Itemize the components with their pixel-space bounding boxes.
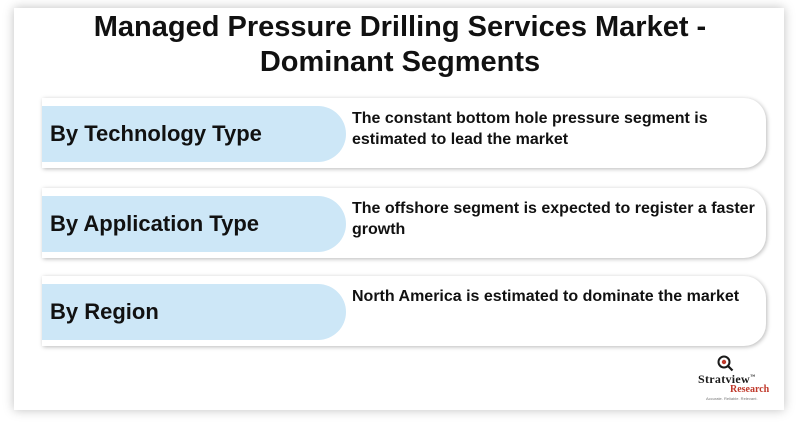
segment-label: By Application Type bbox=[42, 196, 346, 252]
stratview-logo: Stratview™ Research Accurate. Reliable. … bbox=[684, 354, 784, 406]
title-line-2: Dominant Segments bbox=[259, 46, 541, 78]
segment-row-technology: By Technology Type The constant bottom h… bbox=[42, 98, 766, 168]
segment-label: By Region bbox=[42, 284, 346, 340]
title-line-1: Managed Pressure Drilling Services Marke… bbox=[93, 11, 707, 43]
segment-description: The offshore segment is expected to regi… bbox=[352, 200, 755, 238]
segment-description: The constant bottom hole pressure segmen… bbox=[352, 110, 708, 148]
magnifier-icon bbox=[717, 355, 734, 372]
logo-name: Stratview™ bbox=[698, 372, 756, 386]
segment-description: North America is estimated to dominate t… bbox=[352, 288, 740, 305]
segment-row-application: By Application Type The offshore segment… bbox=[42, 188, 766, 258]
logo-tagline: Accurate. Reliable. Relevant. bbox=[706, 396, 758, 401]
segment-row-region: By Region North America is estimated to … bbox=[42, 276, 766, 346]
page-title: Managed Pressure Drilling Services Marke… bbox=[0, 10, 800, 80]
logo-subtitle: Research bbox=[730, 384, 770, 395]
segment-label: By Technology Type bbox=[42, 106, 346, 162]
